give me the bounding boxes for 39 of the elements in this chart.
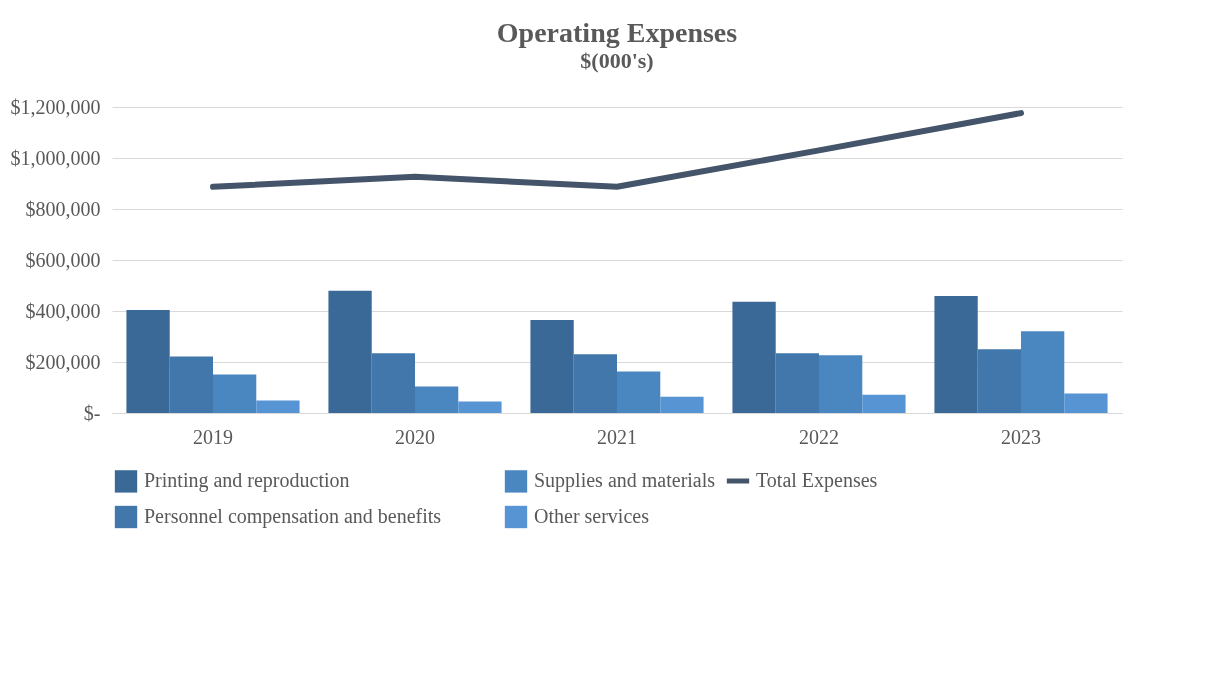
bar xyxy=(660,396,704,413)
y-tick-label: $1,000,000 xyxy=(10,146,101,169)
y-tick-label: $1,200,000 xyxy=(10,95,101,118)
x-tick-label: 2020 xyxy=(395,425,435,448)
legend-label: Other services xyxy=(534,505,650,527)
x-tick-label: 2022 xyxy=(799,425,839,448)
y-tick-label: $- xyxy=(83,401,101,424)
bar xyxy=(328,290,372,413)
bar xyxy=(573,354,617,413)
legend-label: Printing and reproduction xyxy=(144,469,350,493)
chart-subtitle: $(000's) xyxy=(580,48,654,73)
bar xyxy=(1021,331,1065,413)
bar xyxy=(126,309,170,413)
x-tick-label: 2023 xyxy=(1001,425,1041,448)
bar xyxy=(169,356,213,413)
bar xyxy=(862,394,906,413)
bar xyxy=(371,353,415,413)
legend-label: Total Expenses xyxy=(756,469,878,492)
y-tick-label: $400,000 xyxy=(25,299,101,322)
bar xyxy=(819,355,863,413)
x-tick-label: 2021 xyxy=(597,425,637,448)
bar xyxy=(934,295,978,413)
bar xyxy=(213,374,257,413)
bar xyxy=(732,301,776,413)
bar xyxy=(617,371,661,413)
bar xyxy=(530,319,574,413)
chart-title: Operating Expenses xyxy=(496,17,738,48)
legend-label: Supplies and materials xyxy=(534,469,716,493)
bar xyxy=(458,401,502,413)
bar xyxy=(977,349,1021,413)
bar xyxy=(1064,393,1108,413)
y-tick-label: $600,000 xyxy=(25,248,101,271)
bar xyxy=(256,400,300,413)
x-tick-label: 2019 xyxy=(193,425,233,448)
y-tick-label: $200,000 xyxy=(25,350,101,373)
bar xyxy=(775,353,819,413)
y-tick-label: $800,000 xyxy=(25,197,101,220)
legend-label: Personnel compensation and benefits xyxy=(144,505,442,528)
bar xyxy=(415,386,459,413)
